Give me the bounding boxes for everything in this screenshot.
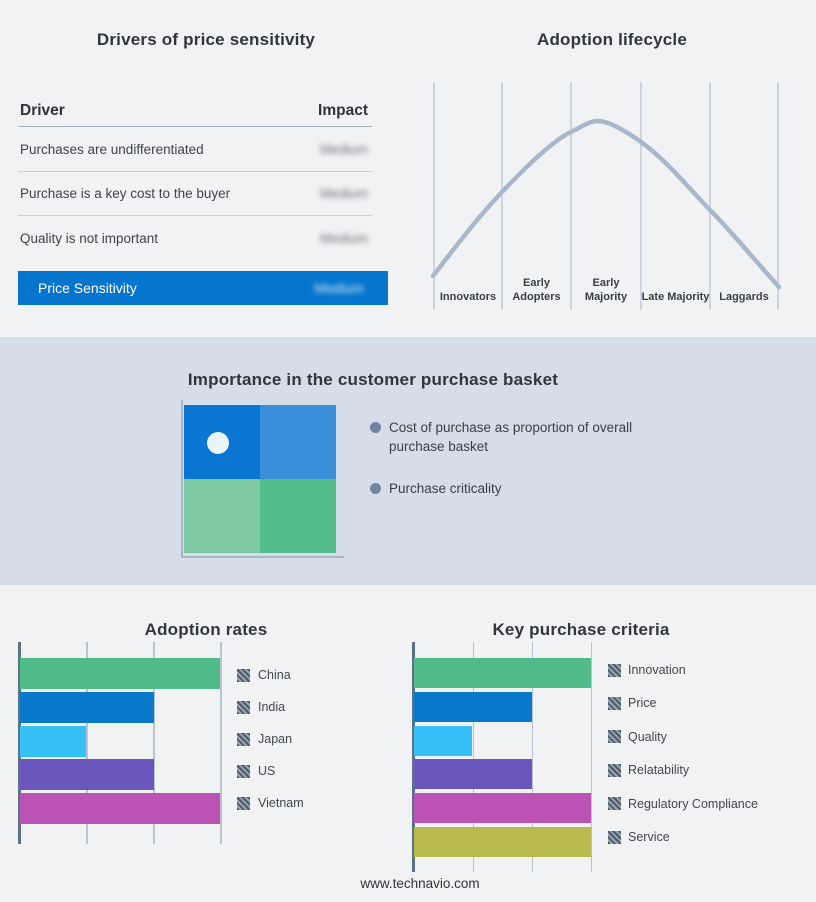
hatched-swatch-icon [237,732,250,746]
driver-table-row: Quality is not important Medium [18,216,372,260]
bullet-icon [370,422,381,433]
price-sensitivity-impact-redacted: Medium [314,280,364,296]
hatched-swatch-icon [237,700,250,714]
bullet-text: Purchase criticality [389,481,502,496]
bar-quality [413,725,472,756]
drivers-table-header: Driver Impact [18,96,372,127]
hatched-swatch-icon [608,763,621,777]
bottom-charts-section: Adoption rates Key purchase criteria Chi… [0,585,816,902]
chart-y-axis [411,642,415,872]
impact-cell-redacted: Medium [319,142,368,157]
bar-japan [19,725,86,757]
drivers-table-rows: Purchases are undifferentiated Medium Purc… [18,128,372,260]
price-sensitivity-label: Price Sensitivity [38,280,137,296]
legend-label-innovation: Innovation [628,663,686,677]
bar-vietnam [19,793,220,824]
bullet-icon [370,483,381,494]
bar-relatability [413,759,533,790]
bell-curve-line [430,118,782,290]
hatched-swatch-icon [608,663,621,677]
legend-label-price: Price [628,696,657,711]
legend-label-us: US [258,764,276,778]
importance-title: Importance in the customer purchase bask… [187,370,559,390]
legend-label-india: India [258,700,286,714]
chart-gridline [472,642,474,872]
driver-table-row: Purchases are undifferentiated Medium [18,128,372,172]
quadrant-cell-bottom-right [260,479,336,553]
impact-cell-redacted: Medium [319,230,368,246]
legend-label-quality: Quality [628,729,667,744]
bar-india [19,691,154,723]
quadrant-cell-top-right [260,405,336,479]
driver-cell: Purchase is a key cost to the buyer [20,186,231,201]
bar-innovation [413,658,591,688]
hatched-swatch-icon [608,830,621,844]
hatched-swatch-icon [237,796,250,810]
drivers-panel-title: Drivers of price sensitivity [96,30,316,50]
chart-gridline [86,642,88,844]
lifecycle-stage-label: Innovators [439,291,497,303]
legend-label-service: Service [628,830,670,844]
drivers-panel: Drivers of price sensitivity Driver Impa… [0,0,408,337]
bar-china [19,658,220,689]
legend-label-japan: Japan [258,732,293,746]
hatched-swatch-icon [237,764,250,778]
hatched-swatch-icon [237,668,250,682]
quadrant-y-axis [181,400,183,557]
quadrant-cell-bottom-left [184,479,260,553]
adoption-lifecycle-panel: Adoption lifecycle Innovators Early Adopt… [408,0,816,337]
lifecycle-stage-label: Early Majority [584,277,628,303]
chart-gridline [220,642,222,844]
quadrant-x-axis [181,556,344,558]
driver-table-row: Purchase is a key cost to the buyer Mediu… [18,172,372,216]
hatched-swatch-icon [608,730,621,744]
hatched-swatch-icon [608,797,621,811]
hatched-swatch-icon [608,696,621,710]
lifecycle-stage-label: Late Majority [641,291,710,303]
lifecycle-title: Adoption lifecycle [536,30,687,50]
bullet-text: Cost of purchase as proportion of overal… [389,420,633,454]
lifecycle-stage-label: Early Adopters [512,277,561,303]
adoption-rates-title: Adoption rates [144,620,268,640]
impact-cell-redacted: Medium [319,186,368,201]
chart-gridline [153,642,155,844]
legend-label-relatability: Relatability [628,763,690,778]
key-purchase-criteria-title: Key purchase criteria [492,620,670,640]
driver-cell: Purchases are undifferentiated [20,142,204,157]
importance-band: Importance in the customer purchase bask… [0,337,816,585]
bar-regulatory-compliance [413,793,591,824]
bar-us [19,759,154,791]
quadrant-position-dot [207,432,229,454]
column-header-impact: Impact [318,102,368,119]
chart-gridline [590,642,592,872]
importance-bullet-item: Cost of purchase as proportion of overal… [370,418,640,456]
bar-price [413,691,533,722]
price-sensitivity-row: Price Sensitivity Medium [18,271,388,305]
importance-bullet-item: Purchase criticality [370,479,640,498]
legend-label-china: China [258,668,291,682]
legend-label-vietnam: Vietnam [258,796,304,810]
chart-y-axis [17,642,21,844]
driver-cell: Quality is not important [20,230,159,246]
bar-service [413,827,591,857]
chart-gridline [531,642,533,872]
column-header-driver: Driver [20,102,65,119]
website-url: www.technavio.com [360,876,480,891]
lifecycle-stage-label: Laggards [719,291,769,303]
legend-label-regulatory-compliance: Regulatory Compliance [628,796,758,811]
lifecycle-bell-curve-chart [430,82,782,310]
